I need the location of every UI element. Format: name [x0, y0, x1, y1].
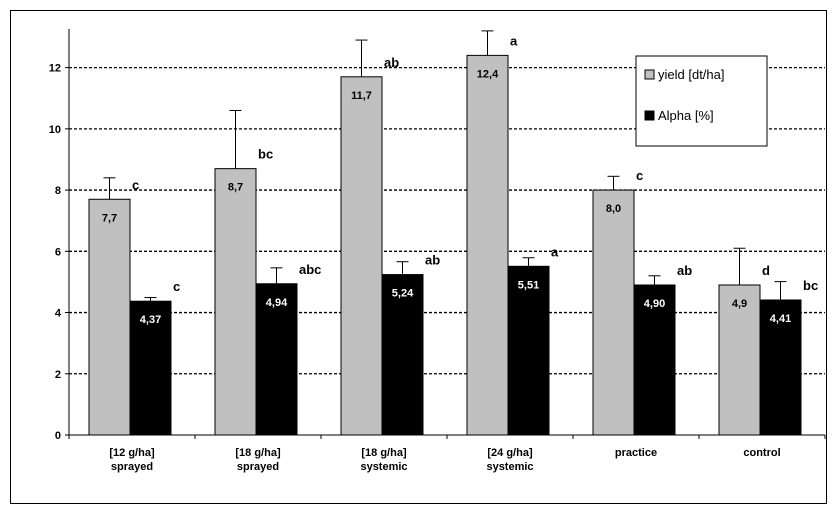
category-label: [18 g/ha] — [361, 447, 407, 459]
category-label: practice — [615, 447, 657, 459]
bar — [759, 299, 802, 436]
chart-frame: 0 2 4 6 8 10 12 [12 g/ha] sprayed [18 g/ha] spraye… — [10, 10, 827, 504]
significance-label: a — [551, 244, 559, 259]
bar — [466, 54, 509, 436]
significance-label: c — [173, 279, 180, 294]
bar — [340, 76, 383, 436]
significance-label: ab — [384, 55, 399, 70]
significance-label: bc — [803, 278, 818, 293]
bar — [633, 284, 676, 436]
bar — [381, 274, 424, 436]
data-label: 4,41 — [770, 313, 791, 325]
data-label: 11,7 — [351, 90, 372, 102]
category-label: systemic — [360, 461, 407, 473]
category-label: sprayed — [111, 461, 153, 473]
data-label: 5,51 — [518, 279, 539, 291]
category-label: [18 g/ha] — [235, 447, 281, 459]
bar — [214, 168, 257, 436]
legend-swatch — [644, 110, 655, 121]
bar-chart: 0 2 4 6 8 10 12 [12 g/ha] sprayed [18 g/ha] spraye… — [49, 29, 826, 473]
y-tick-label: 4 — [55, 308, 62, 320]
y-tick-label: 12 — [49, 63, 61, 75]
data-label: 12,4 — [477, 68, 499, 80]
data-label: 8,0 — [606, 203, 621, 215]
data-label: 4,37 — [140, 314, 161, 326]
category-label: [24 g/ha] — [487, 447, 533, 459]
data-label: 8,7 — [228, 182, 243, 194]
data-label: 4,90 — [644, 298, 665, 310]
legend-box — [635, 55, 768, 147]
data-label: 4,94 — [266, 297, 288, 309]
category-label: sprayed — [237, 461, 279, 473]
bar — [255, 283, 298, 436]
y-tick-label: 10 — [49, 124, 61, 136]
data-label: 4,9 — [732, 298, 747, 310]
significance-label: bc — [258, 147, 273, 162]
legend-label: Alpha [%] — [658, 108, 714, 123]
category-label: control — [743, 447, 780, 459]
data-label: 7,7 — [102, 212, 117, 224]
bar — [592, 189, 635, 436]
data-label: 5,24 — [392, 288, 414, 300]
y-tick-label: 2 — [55, 369, 61, 381]
significance-label: abc — [299, 262, 321, 277]
significance-label: a — [510, 33, 518, 48]
bar — [88, 198, 131, 436]
bar — [507, 265, 550, 436]
category-label: [12 g/ha] — [109, 447, 155, 459]
significance-label: c — [636, 168, 643, 183]
y-tick-label: 8 — [55, 185, 61, 197]
significance-label: ab — [677, 263, 692, 278]
significance-label: c — [132, 177, 139, 192]
legend-label: yield [dt/ha] — [658, 67, 725, 82]
y-tick-label: 0 — [55, 430, 61, 442]
bar — [129, 300, 172, 436]
legend-swatch — [644, 69, 655, 80]
category-label: systemic — [486, 461, 533, 473]
significance-label: d — [762, 263, 770, 278]
significance-label: ab — [425, 253, 440, 268]
y-tick-label: 6 — [55, 246, 61, 258]
